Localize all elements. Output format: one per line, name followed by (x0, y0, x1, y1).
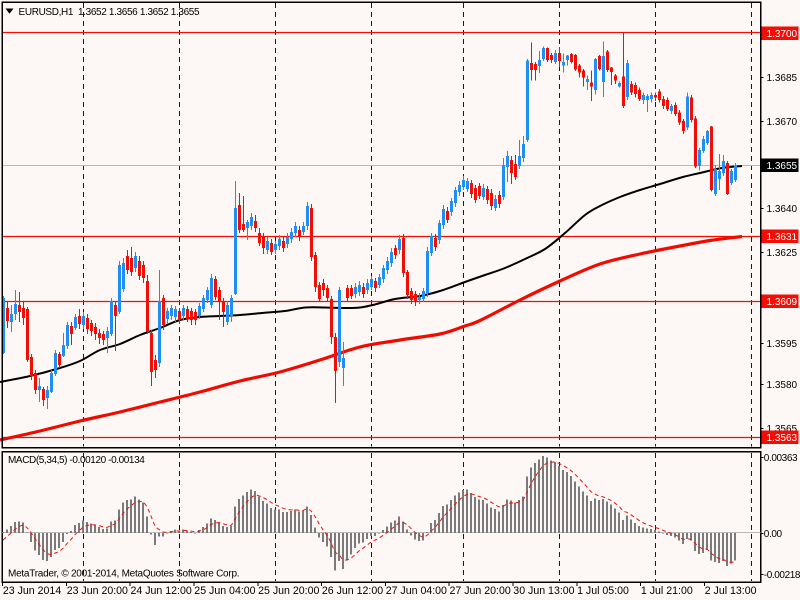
svg-text:1.3565: 1.3565 (767, 424, 798, 435)
svg-text:1.3595: 1.3595 (767, 339, 798, 350)
svg-text:30 Jun 13:00: 30 Jun 13:00 (513, 585, 574, 597)
svg-text:27 Jun 04:00: 27 Jun 04:00 (386, 585, 447, 597)
svg-text:0.00: 0.00 (764, 529, 783, 540)
svg-text:1.3640: 1.3640 (767, 204, 798, 215)
svg-text:-0.00218: -0.00218 (764, 570, 800, 581)
svg-text:24 Jun 12:00: 24 Jun 12:00 (131, 585, 192, 597)
svg-text:2 Jul 13:00: 2 Jul 13:00 (705, 585, 757, 597)
svg-text:25 Jun 04:00: 25 Jun 04:00 (194, 585, 255, 597)
svg-text:1.3685: 1.3685 (767, 73, 798, 84)
svg-text:MACD(5,34,5) -0.00120 -0.00134: MACD(5,34,5) -0.00120 -0.00134 (8, 455, 145, 466)
svg-text:EURUSD,H1 1.3652 1.3656 1.365: EURUSD,H1 1.3652 1.3656 1.3652 1.3655 (19, 7, 201, 18)
svg-text:25 Jun 20:00: 25 Jun 20:00 (258, 585, 319, 597)
svg-text:0.00363: 0.00363 (764, 453, 798, 464)
svg-text:1.3625: 1.3625 (767, 248, 798, 259)
svg-text:1.3580: 1.3580 (767, 380, 798, 391)
svg-text:1.3700: 1.3700 (767, 29, 798, 40)
svg-text:26 Jun 12:00: 26 Jun 12:00 (322, 585, 383, 597)
svg-text:1.3670: 1.3670 (767, 117, 798, 128)
svg-text:MetaTrader, © 2001-2014, MetaQ: MetaTrader, © 2001-2014, MetaQuotes Soft… (8, 569, 239, 580)
svg-text:1 Jul 05:00: 1 Jul 05:00 (577, 585, 629, 597)
svg-text:1.3609: 1.3609 (767, 297, 798, 308)
svg-text:23 Jun 20:00: 23 Jun 20:00 (67, 585, 128, 597)
svg-text:1 Jul 21:00: 1 Jul 21:00 (641, 585, 693, 597)
svg-text:23 Jun 2014: 23 Jun 2014 (3, 585, 61, 597)
svg-text:1.3631: 1.3631 (767, 232, 798, 243)
svg-text:1.3655: 1.3655 (767, 161, 798, 172)
svg-text:1.3563: 1.3563 (767, 433, 798, 444)
svg-text:27 Jun 20:00: 27 Jun 20:00 (450, 585, 511, 597)
